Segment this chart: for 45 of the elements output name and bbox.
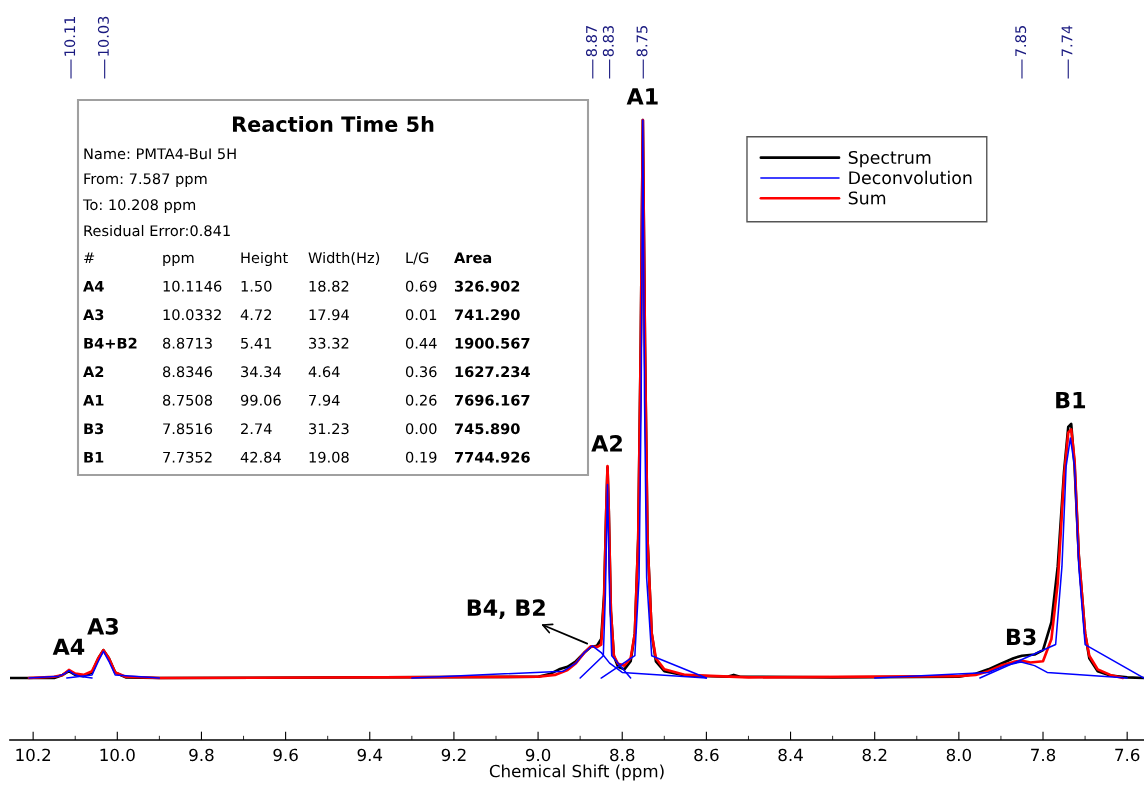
x-tick-label: 8.6 (694, 748, 719, 762)
annotation: From: 7.587 ppm (84, 173, 207, 188)
annotation: 10.03 (97, 16, 109, 56)
x-tick-label: 10.2 (16, 748, 51, 762)
x-tick-label: 8.8 (610, 748, 635, 762)
text: # ppm Height Width(Hz) L/G Area (84, 251, 492, 267)
x-tick-label: 10.0 (100, 748, 135, 762)
annotation: Residual Error:0.841 (84, 224, 230, 237)
annotation: A4 (52, 638, 85, 655)
annotation: A3 (87, 617, 118, 635)
x-tick-label: 8.4 (778, 748, 803, 762)
annotation: Name: PMTA4-BuI 5H (84, 148, 236, 160)
legend-label: Deconvolution (849, 170, 972, 185)
annotation: A1 (626, 88, 658, 105)
text: A3 10.0332 4.72 17.94 0.01 741.290 (83, 309, 520, 321)
annotation: 8.75 (636, 26, 648, 57)
x-tick-label: 7.6 (1115, 748, 1140, 762)
annotation: B4, B2 (467, 599, 545, 619)
text: A4 10.1146 1.50 18.82 0.69 326.902 (83, 280, 520, 292)
annotation: To: 10.208 ppm (82, 199, 196, 214)
annotation: 8.83 (602, 25, 614, 57)
x-tick-label: 7.8 (1031, 748, 1056, 762)
x-tick-label: 9.0 (525, 748, 551, 762)
legend-label: Spectrum (848, 150, 931, 168)
x-tick-label: 8.0 (946, 748, 971, 762)
text: B4+B2 8.8713 5.41 33.32 0.44 1900.567 (84, 337, 530, 349)
x-tick-label: 9.2 (441, 748, 466, 762)
text: A2 8.8346 34.34 4.64 0.36 1627.234 (83, 366, 530, 378)
x-tick-label: 9.8 (189, 748, 214, 762)
x-tick-label: 9.4 (357, 748, 383, 762)
annotation: 8.87 (585, 26, 598, 57)
annotation: 10.11 (64, 16, 76, 56)
annotation: B3 (1006, 628, 1036, 646)
annotation: B1 (1056, 391, 1086, 409)
annotation: Reaction Time 5h (232, 115, 434, 133)
legend-label: Sum (848, 191, 886, 205)
annotation: 7.85 (1015, 26, 1027, 57)
text: B1 7.7352 42.84 19.08 0.19 7744.926 (84, 451, 530, 463)
x-axis-title: Chemical Shift (ppm) (489, 764, 664, 781)
text: A1 8.7508 99.06 7.94 0.26 7696.167 (83, 394, 530, 406)
x-tick-label: 9.6 (273, 748, 298, 762)
text: B3 7.8516 2.74 31.23 0.00 745.890 (84, 423, 520, 435)
annotation: 7.74 (1061, 25, 1073, 57)
annotation: A2 (591, 435, 622, 452)
x-tick-label: 8.2 (862, 748, 887, 762)
